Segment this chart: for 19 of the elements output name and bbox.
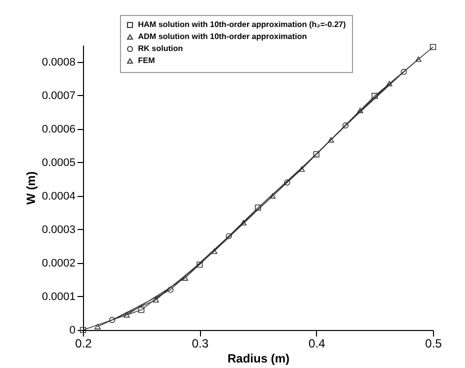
y-tick-label: 0 bbox=[69, 324, 76, 336]
y-tick-label: 0.0007 bbox=[42, 90, 76, 102]
x-tick-label: 0.5 bbox=[425, 336, 442, 350]
legend-label: FEM bbox=[138, 56, 156, 65]
x-tick-label: 0.4 bbox=[308, 336, 326, 350]
legend-label: ADM solution with 10th-order approximation bbox=[138, 32, 308, 41]
legend-label: RK solution bbox=[138, 44, 183, 53]
x-axis-title: Radius (m) bbox=[227, 352, 290, 366]
y-tick-label: 0.0005 bbox=[42, 156, 76, 169]
y-tick-label: 0.0003 bbox=[42, 224, 76, 236]
y-axis-title: W (m) bbox=[24, 171, 38, 205]
y-tick-label: 0.0004 bbox=[42, 190, 76, 202]
y-tick-label: 0.0002 bbox=[42, 257, 76, 270]
x-tick-label: 0.2 bbox=[75, 336, 92, 350]
legend-label: HAM solution with 10th-order approximation (h₂=-0.27) bbox=[138, 20, 346, 29]
y-tick-label: 0.0001 bbox=[42, 290, 76, 303]
x-tick-label: 0.3 bbox=[192, 336, 209, 350]
y-tick-label: 0.0008 bbox=[42, 56, 76, 68]
y-tick-label: 0.0006 bbox=[42, 123, 76, 136]
